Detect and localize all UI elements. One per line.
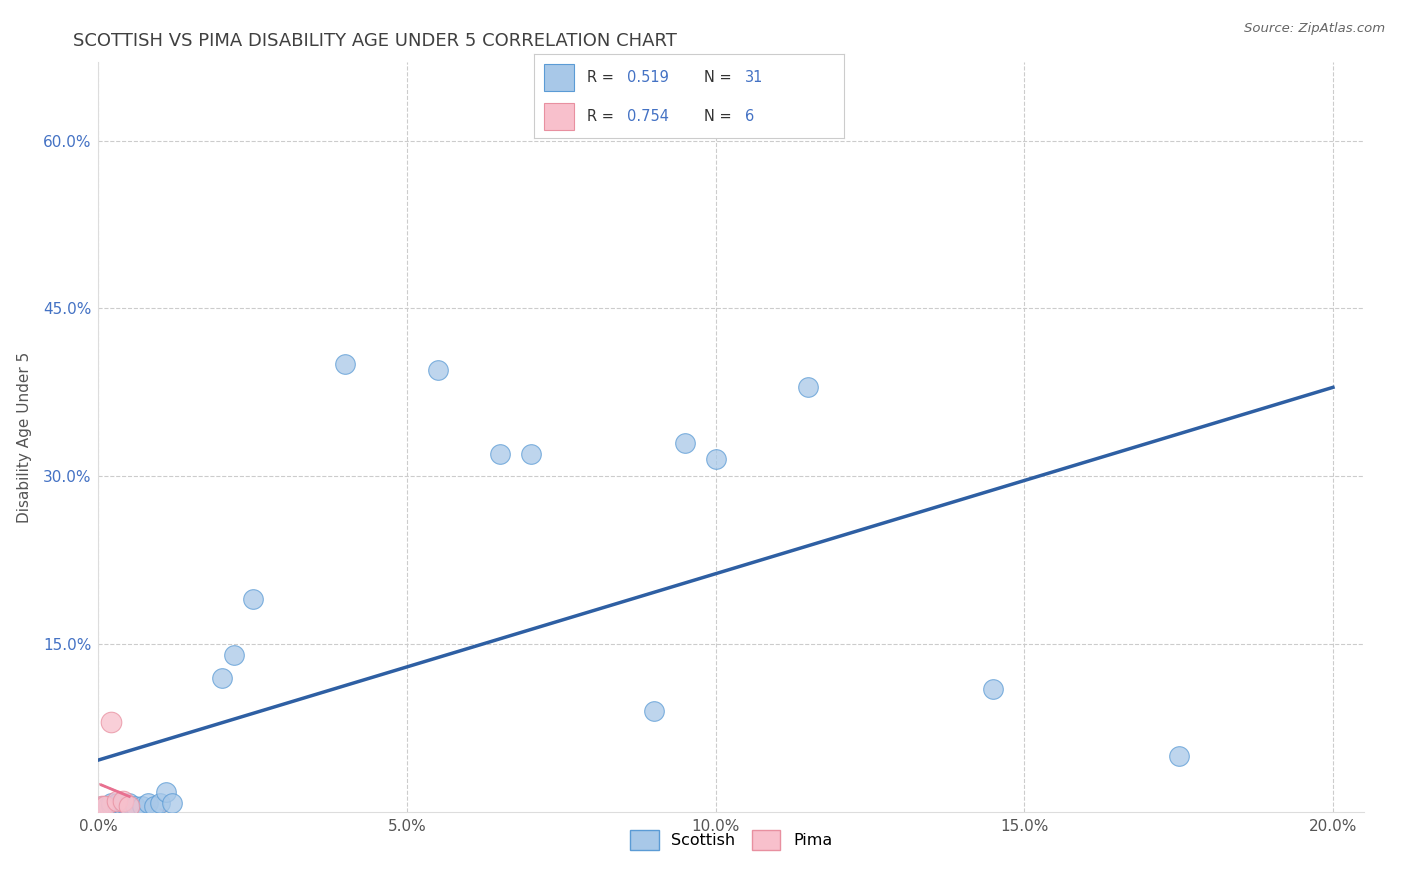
- Point: [155, 784, 177, 798]
- Point: [242, 592, 264, 607]
- Point: [105, 796, 128, 810]
- Point: [118, 799, 141, 814]
- Point: [93, 799, 115, 814]
- Point: [100, 796, 122, 810]
- Point: [93, 799, 115, 814]
- Point: [162, 796, 184, 810]
- Text: 0.754: 0.754: [627, 109, 669, 124]
- Point: [105, 793, 128, 807]
- Point: [136, 796, 159, 810]
- Point: [112, 796, 135, 810]
- Point: [673, 435, 696, 450]
- Y-axis label: Disability Age Under 5: Disability Age Under 5: [17, 351, 32, 523]
- Point: [97, 799, 120, 814]
- Point: [704, 452, 727, 467]
- Point: [118, 799, 141, 814]
- Point: [1167, 748, 1189, 763]
- Point: [149, 796, 172, 810]
- Text: 6: 6: [745, 109, 754, 124]
- Text: 31: 31: [745, 70, 763, 85]
- Point: [112, 799, 135, 814]
- Text: N =: N =: [704, 109, 733, 124]
- Point: [519, 447, 541, 461]
- Point: [797, 380, 820, 394]
- Text: 0.519: 0.519: [627, 70, 669, 85]
- Text: R =: R =: [586, 70, 614, 85]
- Text: R =: R =: [586, 109, 614, 124]
- Point: [335, 358, 357, 372]
- Point: [131, 799, 153, 814]
- Legend: Scottish, Pima: Scottish, Pima: [623, 824, 839, 856]
- Point: [643, 704, 665, 718]
- Point: [983, 681, 1005, 696]
- Point: [488, 447, 510, 461]
- Text: SCOTTISH VS PIMA DISABILITY AGE UNDER 5 CORRELATION CHART: SCOTTISH VS PIMA DISABILITY AGE UNDER 5 …: [73, 32, 676, 50]
- Point: [143, 799, 166, 814]
- Text: N =: N =: [704, 70, 733, 85]
- Text: Source: ZipAtlas.com: Source: ZipAtlas.com: [1244, 22, 1385, 36]
- Point: [112, 793, 135, 807]
- Point: [90, 799, 112, 814]
- Point: [224, 648, 246, 662]
- Point: [105, 799, 128, 814]
- Point: [426, 363, 449, 377]
- Point: [211, 671, 233, 685]
- Point: [100, 799, 122, 814]
- Point: [118, 796, 141, 810]
- Bar: [544, 63, 575, 91]
- Point: [124, 799, 146, 814]
- Bar: [544, 103, 575, 130]
- Point: [100, 715, 122, 730]
- Point: [90, 799, 112, 814]
